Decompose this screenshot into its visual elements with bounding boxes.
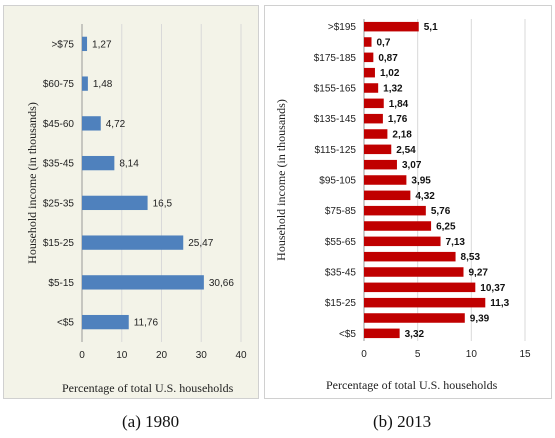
data-label: 30,66 — [209, 278, 234, 289]
category-label: $95-105 — [319, 176, 356, 187]
bar — [364, 83, 379, 93]
data-label: 8,53 — [461, 252, 481, 263]
data-label: 2,18 — [392, 130, 412, 141]
bar — [364, 52, 374, 63]
bar — [364, 267, 464, 277]
x-tick-label: 40 — [235, 350, 247, 361]
data-label: 25,47 — [188, 238, 213, 249]
category-label: $55-65 — [325, 237, 357, 248]
bar — [364, 67, 375, 78]
caption-2013: (b) 2013 — [373, 412, 432, 431]
bar-chart-2013: 5,1 >$195 0,7 0,87 $175-185 1,02 1,32 $155-165 1… — [274, 19, 531, 392]
data-label: 8,14 — [119, 159, 139, 170]
data-label: 1,48 — [93, 79, 113, 90]
x-tick-label: 15 — [519, 349, 531, 360]
data-label: 5,76 — [431, 206, 451, 217]
chart-panel-1980: 1,27 >$75 1,48 $60-75 4,72 $45-60 8,14 $35-45 16… — [3, 5, 259, 399]
data-label: 1,76 — [388, 114, 408, 125]
bar — [82, 116, 101, 131]
category-label: $35-45 — [325, 268, 357, 279]
data-label: 4,32 — [415, 191, 435, 202]
bar — [364, 144, 392, 155]
data-label: 9,39 — [470, 314, 490, 325]
bar — [364, 113, 383, 124]
data-label: 1,32 — [383, 84, 403, 95]
bar-chart-1980: 1,27 >$75 1,48 $60-75 4,72 $45-60 8,14 $35-45 16… — [25, 24, 247, 395]
bar — [82, 36, 88, 52]
category-label: $175-185 — [314, 53, 357, 64]
category-label: >$195 — [328, 22, 357, 33]
y-axis-title: Household income (in thousands) — [274, 99, 288, 261]
data-label: 0,87 — [378, 53, 398, 64]
category-label: $60-75 — [43, 79, 75, 90]
y-axis-title: Household income (in thousands) — [25, 102, 39, 264]
data-label: 0,7 — [377, 38, 391, 49]
data-label: 3,07 — [402, 160, 422, 171]
bar — [82, 235, 184, 250]
data-label: 3,32 — [405, 329, 425, 340]
bar — [364, 21, 419, 32]
x-tick-label: 30 — [196, 350, 208, 361]
category-label: <$5 — [57, 318, 74, 329]
data-label: 6,25 — [436, 222, 456, 233]
data-label: 11,3 — [490, 298, 509, 309]
caption-1980: (a) 1980 — [122, 412, 180, 431]
category-label: $5-15 — [48, 278, 74, 289]
x-tick-label: 0 — [79, 350, 85, 361]
bar — [364, 205, 426, 216]
bar — [364, 328, 400, 339]
category-label: <$5 — [339, 329, 356, 340]
x-tick-label: 10 — [116, 350, 128, 361]
data-label: 9,27 — [468, 268, 488, 279]
x-tick-label: 10 — [466, 349, 478, 360]
category-label: $75-85 — [325, 206, 357, 217]
x-axis-title: Percentage of total U.S. households — [62, 381, 234, 395]
data-label: 7,13 — [446, 237, 466, 248]
bar — [364, 129, 388, 139]
category-label: $25-35 — [43, 198, 75, 209]
category-label: $135-145 — [314, 114, 357, 125]
bar — [364, 236, 441, 247]
data-label: 1,27 — [92, 39, 112, 50]
category-label: $45-60 — [43, 119, 75, 130]
x-tick-label: 0 — [361, 349, 367, 360]
data-label: 5,1 — [424, 22, 438, 33]
x-tick-label: 20 — [156, 350, 168, 361]
data-label: 1,02 — [380, 68, 400, 79]
bar — [364, 221, 432, 231]
bar — [82, 155, 115, 171]
data-label: 4,72 — [106, 119, 126, 130]
category-label: $35-45 — [43, 159, 75, 170]
bar — [364, 251, 456, 262]
category-label: $115-125 — [314, 145, 356, 156]
bar — [364, 297, 486, 308]
data-label: 10,37 — [480, 283, 505, 294]
bar — [364, 98, 384, 109]
bar — [364, 313, 465, 323]
data-label: 11,76 — [134, 318, 159, 329]
data-label: 1,84 — [389, 99, 409, 110]
x-tick-label: 5 — [415, 349, 421, 360]
category-label: $15-25 — [43, 238, 75, 249]
bar — [364, 190, 411, 201]
bar — [364, 37, 372, 47]
bar — [82, 275, 204, 290]
bar — [82, 195, 148, 211]
category-label: >$75 — [51, 39, 74, 50]
bar — [364, 175, 407, 185]
bar — [364, 282, 476, 293]
data-label: 16,5 — [153, 198, 173, 209]
data-label: 2,54 — [396, 145, 416, 156]
category-label: $15-25 — [325, 298, 357, 309]
data-label: 3,95 — [411, 176, 431, 187]
x-axis-title: Percentage of total U.S. households — [326, 378, 498, 392]
bar — [82, 76, 88, 91]
category-label: $155-165 — [314, 84, 357, 95]
chart-panel-2013: 5,1 >$195 0,7 0,87 $175-185 1,02 1,32 $155-165 1… — [264, 5, 552, 399]
bar — [82, 314, 129, 330]
bar — [364, 159, 397, 170]
